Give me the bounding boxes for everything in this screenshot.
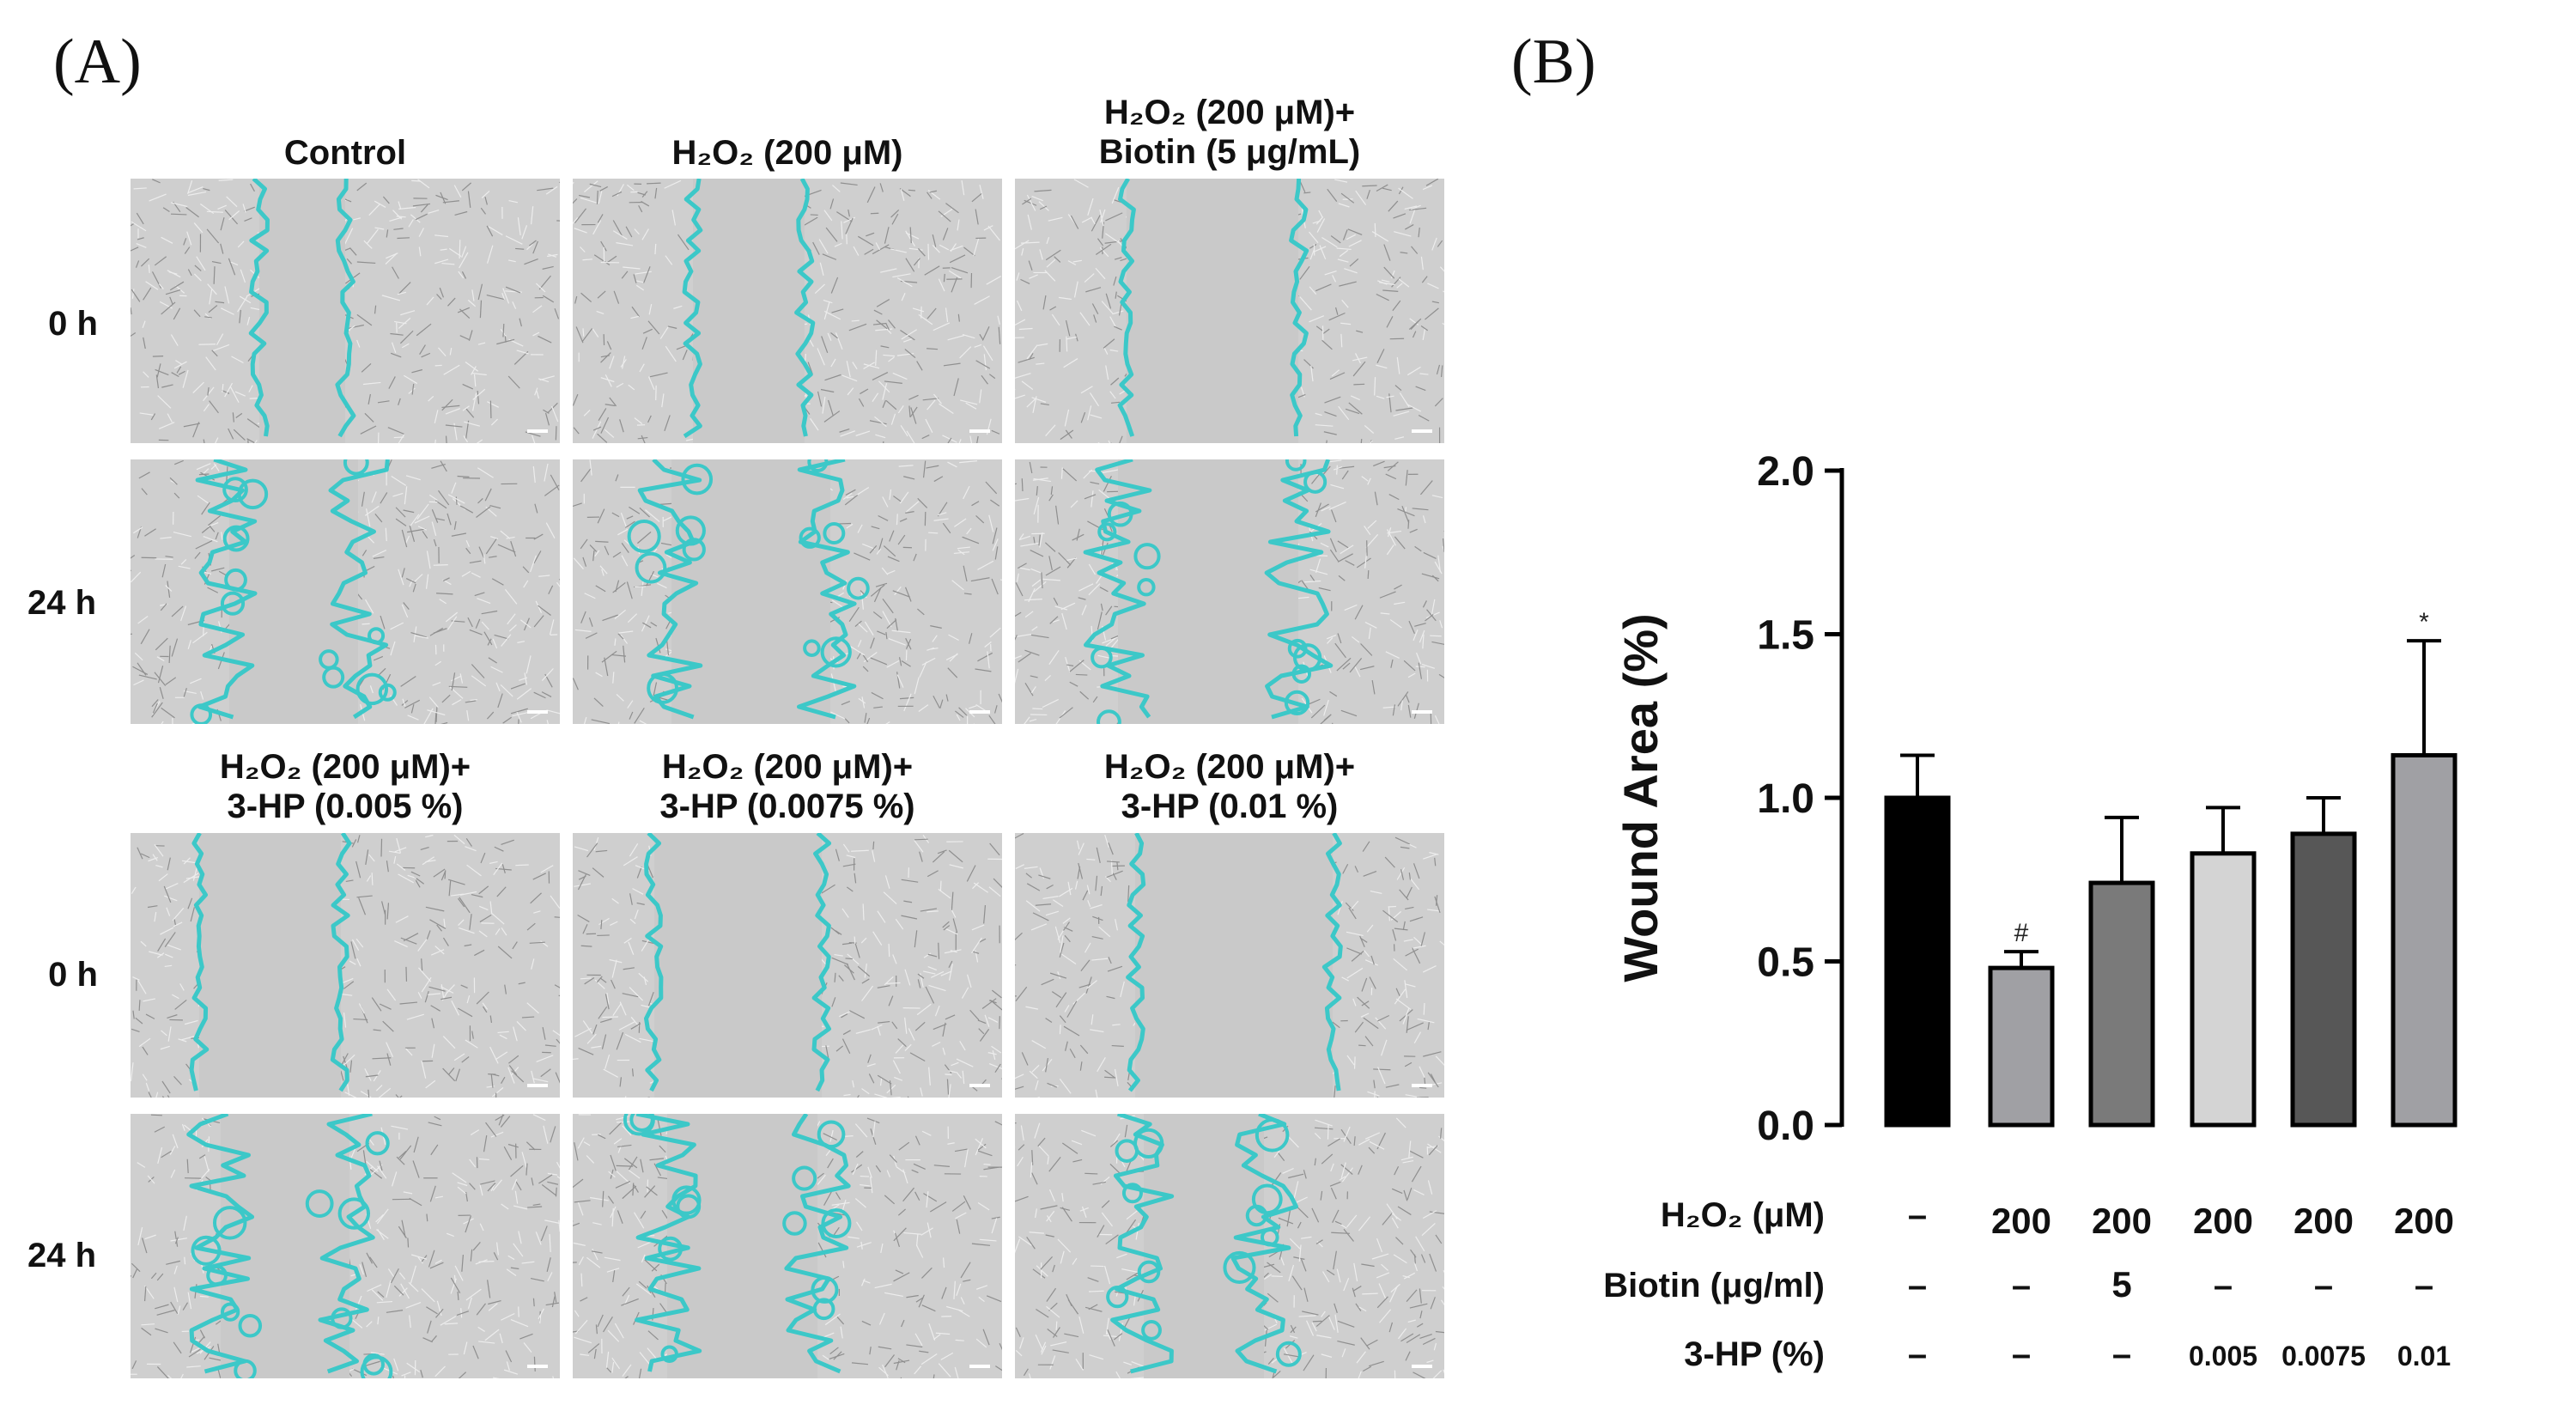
column-label-line1: H₂O₂ (200 μM)+: [1103, 94, 1356, 131]
micrograph-panel: [1015, 833, 1444, 1098]
treatment-cell: –: [1908, 1196, 1927, 1234]
treatment-cell: –: [1908, 1267, 1927, 1304]
column-label-line1: H₂O₂ (200 μM)+: [1103, 748, 1356, 786]
treatment-cell: –: [2314, 1267, 2333, 1304]
treatment-cell: 200: [1991, 1201, 2051, 1241]
column-label-h2o2: H₂O₂ (200 μM): [573, 133, 1002, 173]
column-label-line1: H₂O₂ (200 μM)+: [661, 748, 914, 786]
column-label-line2: 3-HP (0.0075 %): [659, 788, 915, 825]
bar: [2088, 880, 2155, 1128]
treatment-cell: –: [2012, 1267, 2031, 1304]
y-tick-label: 0.0: [1757, 1104, 1814, 1149]
micrograph-panel: [1015, 179, 1444, 443]
treatment-cell: –: [1908, 1335, 1927, 1373]
treatment-row-label: H₂O₂ (μM): [1661, 1196, 1825, 1234]
micrograph-panel: [573, 833, 1002, 1098]
treatment-cell: –: [2415, 1267, 2433, 1304]
panel-b-letter: (B): [1511, 27, 1596, 97]
significance-marker: *: [2419, 608, 2429, 636]
micrograph-panel: [573, 1114, 1002, 1378]
micrograph-panel: [573, 179, 1002, 443]
column-label-3hp-00075: H₂O₂ (200 μM)+ 3-HP (0.0075 %): [573, 747, 1002, 826]
row-label-0h-top: 0 h: [48, 305, 98, 343]
column-label-h2o2-biotin: H₂O₂ (200 μM)+ Biotin (5 μg/mL): [1015, 93, 1444, 172]
column-label-line1: Control: [283, 134, 407, 172]
y-tick-label: 1.0: [1757, 776, 1814, 822]
micrograph-panel: [131, 179, 560, 443]
bar: [2290, 831, 2357, 1128]
row-label-24h-top: 24 h: [27, 584, 97, 622]
treatment-cell: 0.0075: [2281, 1341, 2366, 1371]
column-label-3hp-0005: H₂O₂ (200 μM)+ 3-HP (0.005 %): [131, 747, 560, 826]
treatment-cell: 200: [2394, 1201, 2454, 1241]
treatment-cell: –: [2012, 1335, 2031, 1373]
treatment-cell: 0.005: [2189, 1341, 2257, 1371]
column-label-line2: Biotin (5 μg/mL): [1098, 133, 1361, 171]
significance-marker: #: [2014, 919, 2029, 947]
panel-a-letter: (A): [53, 27, 142, 97]
y-tick-label: 1.5: [1757, 613, 1814, 659]
treatment-cell: 0.01: [2397, 1341, 2451, 1371]
wound-area-bar-chart: 0.0 0.5 1.0 1.5 2.0 Wound Area (%) # * H₂O₂ (μM)…: [1603, 449, 2458, 1373]
column-label-line1: H₂O₂ (200 μM)+: [219, 748, 471, 786]
column-label-control: Control: [131, 133, 560, 173]
bar: [1884, 795, 1951, 1128]
row-label-0h-bottom: 0 h: [48, 956, 98, 994]
row-label-24h-bottom: 24 h: [27, 1237, 97, 1274]
column-label-line2: 3-HP (0.01 %): [1121, 788, 1339, 825]
y-axis-label: Wound Area (%): [1613, 613, 1668, 982]
bar: [2391, 752, 2458, 1128]
treatment-cell: 200: [2293, 1201, 2354, 1241]
bar: [1988, 965, 2055, 1128]
micrograph-panel: [1015, 1114, 1444, 1378]
treatment-row-label: 3-HP (%): [1684, 1335, 1825, 1373]
micrograph-panel: [1015, 459, 1444, 724]
treatment-cell: –: [2214, 1267, 2233, 1304]
y-tick-label: 2.0: [1757, 449, 1814, 495]
micrograph-panel: [131, 833, 560, 1098]
column-label-line2: 3-HP (0.005 %): [227, 788, 464, 825]
treatment-cell: 200: [2092, 1201, 2152, 1241]
treatment-cell: 5: [2111, 1264, 2131, 1304]
treatment-row-label: Biotin (μg/ml): [1603, 1267, 1825, 1304]
y-tick-label: 0.5: [1757, 940, 1814, 986]
micrograph-panel: [573, 459, 1002, 724]
micrograph-panel: [131, 459, 560, 724]
bar: [2190, 851, 2257, 1128]
column-label-3hp-001: H₂O₂ (200 μM)+ 3-HP (0.01 %): [1015, 747, 1444, 826]
micrograph-panel: [131, 1114, 560, 1378]
treatment-cell: –: [2112, 1335, 2131, 1373]
treatment-cell: 200: [2193, 1201, 2253, 1241]
column-label-line1: H₂O₂ (200 μM): [671, 134, 903, 172]
